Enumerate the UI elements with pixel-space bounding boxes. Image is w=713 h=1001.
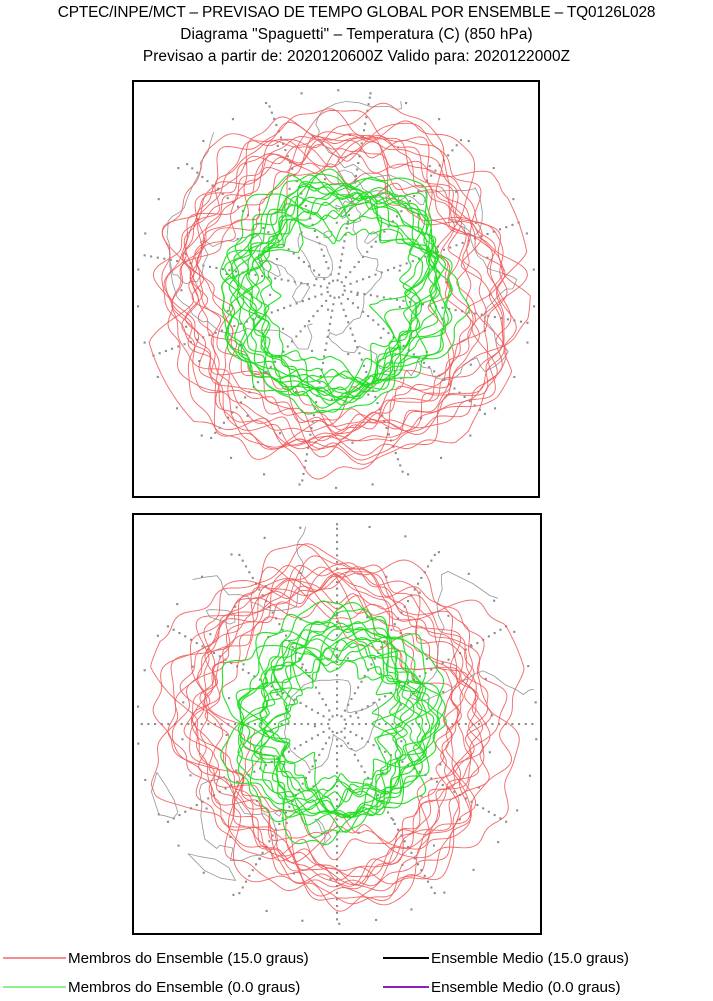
map-panel-southern-hemisphere[interactable] <box>132 513 542 935</box>
legend-label-members-15: Membros do Ensemble (15.0 graus) <box>68 949 309 967</box>
graticule-grid <box>137 523 538 925</box>
northern-hemisphere-map <box>137 89 536 489</box>
legend-swatch-mean-0 <box>383 986 429 988</box>
contour-ensemble-15c <box>150 543 525 912</box>
contour-ensemble-15c <box>148 102 531 480</box>
legend: Membros do Ensemble (15.0 graus) Ensembl… <box>0 940 713 1001</box>
legend-swatch-members-0 <box>3 986 66 988</box>
legend-swatch-members-15 <box>3 957 66 959</box>
coastlines <box>166 101 518 380</box>
legend-entry-mean-0[interactable]: Ensemble Medio (0.0 graus) <box>383 973 621 1001</box>
southern-hemisphere-map <box>137 523 538 925</box>
legend-row-0c: Membros do Ensemble (0.0 graus) Ensemble… <box>0 973 713 1001</box>
legend-entry-members-0[interactable]: Membros do Ensemble (0.0 graus) <box>3 973 300 1001</box>
legend-row-15c: Membros do Ensemble (15.0 graus) Ensembl… <box>0 944 713 972</box>
contour-ensemble-0c <box>219 168 470 415</box>
title-line-diagram: Diagrama "Spaguetti" – Temperatura (C) (… <box>180 26 533 43</box>
title-block: CPTEC/INPE/MCT – PREVISAO DE TEMPO GLOBA… <box>0 0 713 67</box>
legend-label-mean-15: Ensemble Medio (15.0 graus) <box>431 949 629 967</box>
graticule-grid <box>137 89 536 489</box>
legend-label-mean-0: Ensemble Medio (0.0 graus) <box>431 978 621 996</box>
legend-label-members-0: Membros do Ensemble (0.0 graus) <box>68 978 301 996</box>
contour-ensemble-0c <box>220 600 447 846</box>
title-line-institution: CPTEC/INPE/MCT – PREVISAO DE TEMPO GLOBA… <box>57 4 656 21</box>
title-line-times: Previsao a partir de: 2020120600Z Valido… <box>142 48 571 65</box>
map-panel-northern-hemisphere[interactable] <box>132 80 540 498</box>
legend-swatch-mean-15 <box>383 957 429 959</box>
legend-entry-members-15[interactable]: Membros do Ensemble (15.0 graus) <box>3 944 309 972</box>
legend-entry-mean-15[interactable]: Ensemble Medio (15.0 graus) <box>383 944 629 972</box>
